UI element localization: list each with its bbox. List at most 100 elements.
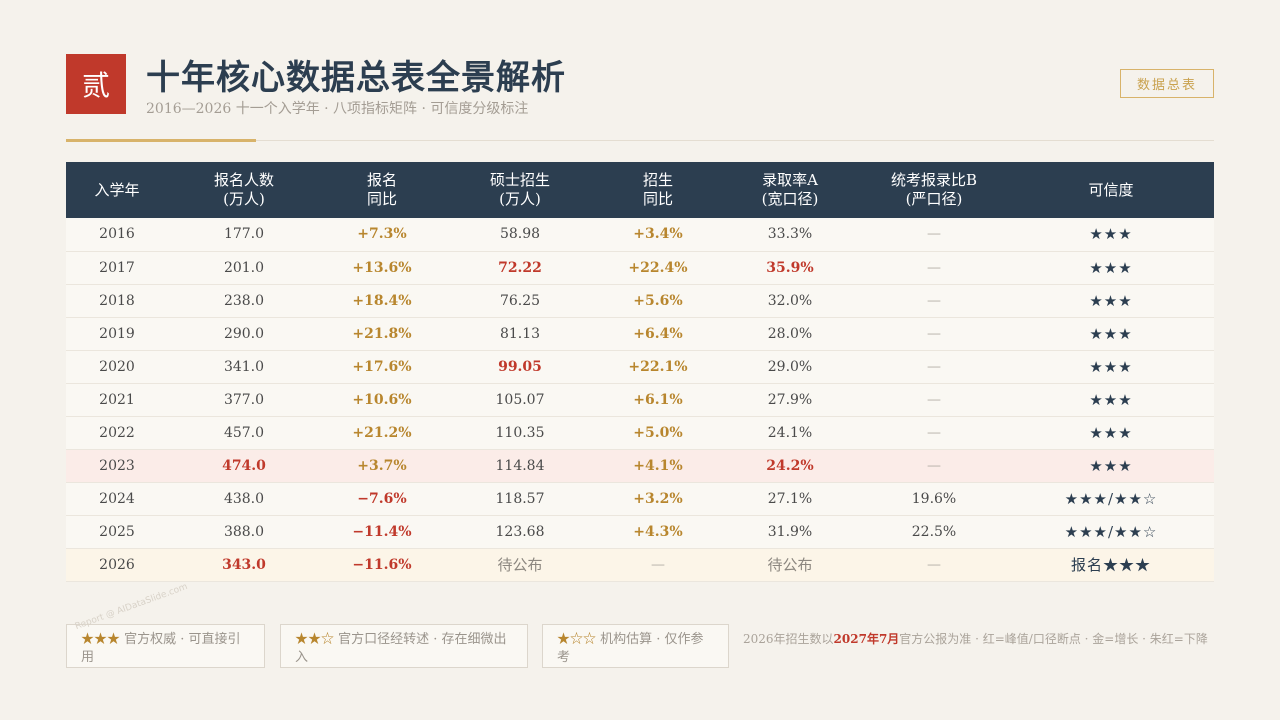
table-header-row: 入学年 报名人数 (万人) 报名 同比 硕士招生 (万人) 招生 同比 录取率A (宽口径) 统考报录…	[66, 162, 1214, 218]
table-cell: 19.6%	[911, 490, 957, 507]
table-cell: 2024	[99, 490, 135, 507]
table-cell: 2016	[99, 226, 135, 243]
table-cell: 341.0	[223, 358, 265, 375]
table-cell: 58.98	[499, 226, 541, 243]
table-cell: 31.9%	[767, 523, 813, 540]
table-cell: +4.1%	[633, 457, 683, 474]
table-cell: +7.3%	[357, 226, 407, 243]
table-cell: 2019	[99, 325, 135, 342]
table-cell: —	[927, 292, 941, 309]
table-cell: 76.25	[499, 292, 541, 309]
table-cell: 110.35	[495, 424, 545, 441]
column-header-line1: 录取率A	[762, 171, 818, 189]
column-header-line2: (万人)	[499, 190, 541, 208]
table-row: 2023 474.0 +3.7% 114.84 +4.1% 24.2% — ★★★	[66, 449, 1214, 482]
table-cell: ★★★/★★☆	[1064, 522, 1158, 541]
column-header-line2: 同比	[642, 190, 673, 208]
table-cell: 2021	[99, 391, 135, 408]
table-cell: +21.2%	[352, 424, 412, 441]
footnote-pre: 2026年招生数以	[743, 632, 834, 646]
column-header-line1: 可信度	[1088, 180, 1134, 199]
column-header-line2: 同比	[366, 190, 397, 208]
table-row: 2018 238.0 +18.4% 76.25 +5.6% 32.0% — ★★★	[66, 284, 1214, 317]
table-cell: 33.3%	[767, 226, 813, 243]
column-header-line1: 入学年	[94, 180, 140, 199]
table-cell: 290.0	[223, 325, 265, 342]
legend-text: 官方权威 · 可直接引用	[81, 632, 241, 665]
table-cell: —	[927, 226, 941, 243]
table-cell: +5.0%	[633, 424, 683, 441]
column-header-line2: (万人)	[223, 190, 265, 208]
table-cell: ★★★/★★☆	[1064, 489, 1158, 508]
column-header: 统考报录比B (严口径)	[860, 162, 1008, 218]
table-row: 2017 201.0 +13.6% 72.22 +22.4% 35.9% — ★★★	[66, 251, 1214, 284]
table-cell: 2020	[99, 358, 135, 375]
table-cell: 238.0	[223, 292, 265, 309]
table-cell: +21.8%	[352, 325, 412, 342]
table-cell: 2017	[99, 259, 135, 276]
table-cell: +3.2%	[633, 490, 683, 507]
section-badge: 贰	[66, 54, 126, 114]
footnote-post: 官方公报为准 · 红=峰值/口径断点 · 金=增长 · 朱红=下降	[899, 632, 1208, 646]
column-header-line1: 统考报录比B	[890, 171, 978, 189]
table-cell: ★★★	[1089, 423, 1133, 442]
table-row: 2019 290.0 +21.8% 81.13 +6.4% 28.0% — ★★★	[66, 317, 1214, 350]
table-cell: —	[651, 556, 665, 573]
column-header-line1: 招生	[642, 171, 673, 189]
column-header-line2: (宽口径)	[761, 190, 819, 208]
table-cell: +6.1%	[633, 391, 683, 408]
legend-stars: ★★☆	[295, 632, 335, 647]
table-cell: +13.6%	[352, 259, 412, 276]
section-tag: 数据总表	[1120, 69, 1214, 98]
header-divider	[66, 140, 1214, 141]
table-cell: 377.0	[223, 391, 265, 408]
table-cell: —	[927, 259, 941, 276]
table-cell: +5.6%	[633, 292, 683, 309]
table-row: 2024 438.0 −7.6% 118.57 +3.2% 27.1% 19.6% ★★★/★…	[66, 482, 1214, 515]
table-row: 2022 457.0 +21.2% 110.35 +5.0% 24.1% — ★★★	[66, 416, 1214, 449]
table-cell: —	[927, 556, 941, 573]
column-header-line1: 报名	[366, 171, 397, 189]
table-cell: 27.9%	[767, 391, 813, 408]
table-cell: 72.22	[498, 259, 542, 276]
legend-text: 机构估算 · 仅作参考	[557, 632, 704, 665]
legend-two-stars: ★★☆ 官方口径经转述 · 存在细微出入	[280, 624, 528, 668]
table-cell: 2023	[99, 457, 135, 474]
column-header: 入学年	[66, 162, 168, 218]
table-cell: −11.6%	[352, 556, 412, 573]
column-header: 可信度	[1008, 162, 1214, 218]
table-cell: +3.4%	[633, 226, 683, 243]
table-cell: —	[927, 391, 941, 408]
table-cell: 待公布	[497, 556, 543, 574]
legend-one-star: ★☆☆ 机构估算 · 仅作参考	[542, 624, 729, 668]
column-header-line2: (严口径)	[905, 190, 963, 208]
column-header: 报名人数 (万人)	[168, 162, 320, 218]
column-header: 录取率A (宽口径)	[720, 162, 860, 218]
table-cell: 2026	[99, 556, 135, 573]
column-header-line1: 报名人数	[213, 171, 274, 189]
table-cell: −7.6%	[357, 490, 407, 507]
table-row: 2016 177.0 +7.3% 58.98 +3.4% 33.3% — ★★★	[66, 218, 1214, 251]
table-cell: 123.68	[495, 523, 545, 540]
table-cell: 388.0	[223, 523, 265, 540]
table-cell: 24.2%	[766, 457, 814, 474]
table-cell: 24.1%	[767, 424, 813, 441]
table-cell: 99.05	[498, 358, 542, 375]
table-cell: 27.1%	[767, 490, 813, 507]
table-cell: +17.6%	[352, 358, 412, 375]
table-cell: +18.4%	[352, 292, 412, 309]
table-cell: 105.07	[495, 391, 545, 408]
table-cell: ★★★	[1089, 324, 1133, 343]
table-row: 2026 343.0 −11.6% 待公布 — 待公布 — 报名★★★	[66, 548, 1214, 581]
table-cell: 201.0	[223, 259, 265, 276]
legend-text: 官方口径经转述 · 存在细微出入	[295, 632, 507, 665]
table-cell: ★★★	[1089, 258, 1133, 277]
page-subtitle: 2016—2026 十一个入学年 · 八项指标矩阵 · 可信度分级标注	[146, 101, 529, 117]
table-cell: +6.4%	[633, 325, 683, 342]
table-cell: 35.9%	[766, 259, 814, 276]
table-cell: 29.0%	[767, 358, 813, 375]
table-cell: ★★★	[1089, 456, 1133, 475]
table-cell: 报名★★★	[1070, 556, 1151, 574]
table-cell: +3.7%	[357, 457, 407, 474]
legend-three-stars: ★★★ 官方权威 · 可直接引用	[66, 624, 265, 668]
